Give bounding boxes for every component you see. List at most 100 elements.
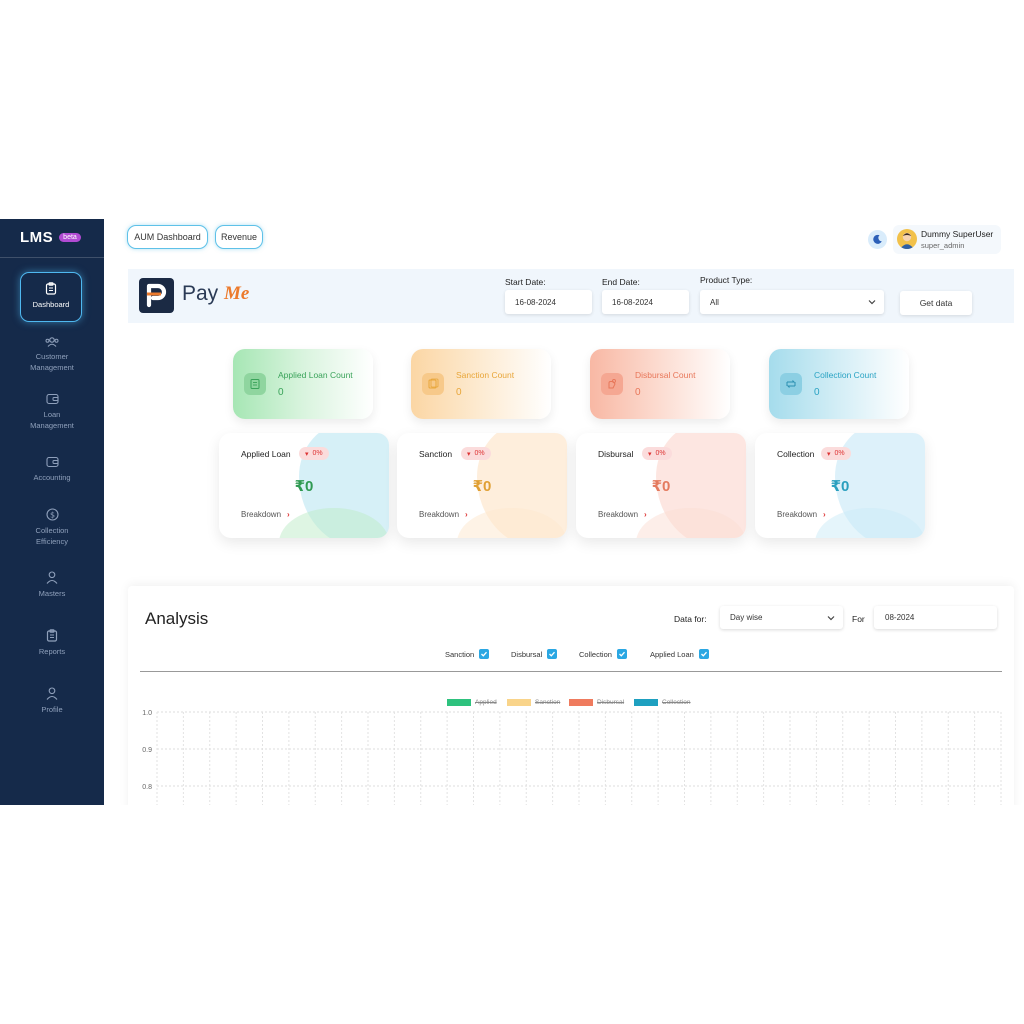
arrow-down-icon: ▾	[467, 450, 471, 458]
legend-swatch	[447, 699, 471, 706]
percent-badge: ▾ 0%	[821, 447, 851, 460]
legend-swatch	[569, 699, 593, 706]
moon-icon	[873, 234, 882, 244]
chevron-down-icon	[827, 615, 835, 620]
data-for-label: Data for:	[674, 614, 707, 624]
sidebar-item-collection-efficiency[interactable]: $ Collection Efficiency	[0, 508, 104, 547]
percent-badge: ▾ 0%	[642, 447, 672, 460]
legend-collection[interactable]: Collection	[634, 699, 691, 706]
app-window: LMS beta Dashboard Customer Management L…	[0, 219, 1024, 805]
checkmark-icon	[698, 649, 709, 659]
applied-loan-count-card[interactable]: Applied Loan Count 0	[233, 349, 373, 419]
user-icon	[46, 687, 58, 700]
chevron-right-icon: ›	[823, 510, 826, 519]
avatar	[897, 229, 917, 249]
data-for-value: Day wise	[730, 613, 763, 622]
sidebar-divider	[0, 257, 104, 258]
analysis-title: Analysis	[145, 609, 209, 628]
legend-sanction[interactable]: Sanction	[507, 699, 560, 706]
end-date-input[interactable]: 16-08-2024	[602, 290, 689, 314]
collection-amount-card[interactable]: Collection ▾ 0% ₹0 Breakdown ›	[755, 433, 925, 538]
amount-label: Sanction	[419, 449, 453, 459]
hand-coin-icon	[601, 373, 623, 395]
month-input[interactable]: 08-2024	[874, 606, 997, 629]
sidebar-item-loan-management[interactable]: Loan Management	[0, 393, 104, 431]
user-role: super_admin	[921, 241, 965, 250]
sidebar-item-customer-management[interactable]: Customer Management	[0, 337, 104, 373]
clipboard-icon	[46, 629, 58, 642]
breakdown-link[interactable]: Breakdown ›	[598, 510, 647, 519]
y-tick-label: 0.9	[142, 747, 152, 754]
disbursal-amount-card[interactable]: Disbursal ▾ 0% ₹0 Breakdown ›	[576, 433, 746, 538]
count-label: Disbursal Count	[635, 370, 696, 380]
svg-text:$: $	[49, 510, 54, 519]
user-menu[interactable]: Dummy SuperUser super_admin	[893, 225, 1001, 254]
count-label: Applied Loan Count	[278, 370, 353, 380]
filter-bar: Pay Me Start Date: 16-08-2024 End Date: …	[128, 269, 1014, 323]
users-icon	[45, 337, 59, 347]
count-label: Sanction Count	[456, 370, 515, 380]
legend-swatch	[507, 699, 531, 706]
collection-count-card[interactable]: Collection Count 0	[769, 349, 909, 419]
count-value: 0	[635, 387, 641, 398]
user-icon	[46, 571, 58, 584]
dollar-icon: $	[45, 508, 59, 521]
logo-text-accent: Me	[224, 283, 250, 304]
checkmark-icon	[479, 649, 490, 659]
breakdown-link[interactable]: Breakdown ›	[241, 510, 290, 519]
percent-badge: ▾ 0%	[461, 447, 491, 460]
sidebar-item-reports[interactable]: Reports	[0, 629, 104, 657]
breakdown-link[interactable]: Breakdown ›	[419, 510, 468, 519]
count-value: 0	[456, 387, 462, 398]
sidebar-item-label: Collection Efficiency	[35, 526, 69, 546]
amount-value: ₹0	[294, 478, 314, 495]
for-label: For	[852, 614, 865, 624]
product-type-select[interactable]: All	[700, 290, 884, 314]
theme-toggle-button[interactable]	[868, 230, 887, 249]
sidebar-item-profile[interactable]: Profile	[0, 687, 104, 715]
count-value: 0	[814, 387, 820, 398]
end-date-label: End Date:	[602, 277, 640, 287]
sidebar-item-dashboard[interactable]: Dashboard	[20, 272, 82, 322]
breakdown-link[interactable]: Breakdown ›	[777, 510, 826, 519]
sidebar-item-label: Accounting	[33, 473, 71, 482]
revenue-button[interactable]: Revenue	[215, 225, 263, 249]
sanction-amount-card[interactable]: Sanction ▾ 0% ₹0 Breakdown ›	[397, 433, 567, 538]
user-name: Dummy SuperUser	[921, 229, 994, 239]
chevron-right-icon: ›	[644, 510, 647, 519]
arrow-down-icon: ▾	[648, 450, 652, 458]
sanction-count-card[interactable]: Sanction Count 0	[411, 349, 551, 419]
sidebar-item-accounting[interactable]: Accounting	[0, 456, 104, 483]
sidebar-item-masters[interactable]: Masters	[0, 571, 104, 599]
legend-disbursal[interactable]: Disbursal	[569, 699, 624, 706]
payme-logo	[139, 278, 174, 313]
data-for-select[interactable]: Day wise	[720, 606, 843, 629]
disbursal-count-card[interactable]: Disbursal Count 0	[590, 349, 730, 419]
applied-loan-amount-card[interactable]: Applied Loan ▾ 0% ₹0 Breakdown ›	[219, 433, 389, 538]
analysis-chart: 1.0 0.9 0.8	[142, 710, 1002, 805]
y-tick-label: 0.8	[142, 784, 152, 791]
document-icon	[244, 373, 266, 395]
amount-label: Applied Loan	[241, 449, 291, 459]
legend-applied[interactable]: Applied	[447, 699, 497, 706]
wallet-icon	[45, 456, 59, 468]
percent-badge: ▾ 0%	[299, 447, 329, 460]
sidebar: LMS beta Dashboard Customer Management L…	[0, 219, 104, 805]
aum-dashboard-button[interactable]: AUM Dashboard	[127, 225, 208, 249]
start-date-input[interactable]: 16-08-2024	[505, 290, 592, 314]
checkmark-icon	[547, 649, 558, 659]
get-data-button[interactable]: Get data	[900, 291, 972, 315]
analysis-panel: Analysis Data for: Day wise For 08-2024 …	[128, 586, 1014, 805]
applied-loan-checkbox[interactable]: Applied Loan	[650, 649, 709, 659]
analysis-divider	[140, 671, 1002, 672]
amount-value: ₹0	[830, 478, 850, 495]
sidebar-item-label: Customer Management	[30, 352, 74, 372]
collection-checkbox[interactable]: Collection	[579, 649, 627, 659]
checkmark-icon	[616, 649, 627, 659]
disbursal-checkbox[interactable]: Disbursal	[511, 649, 558, 659]
amount-label: Collection	[777, 449, 815, 459]
sidebar-item-label: Profile	[41, 705, 63, 714]
count-label: Collection Count	[814, 370, 877, 380]
sanction-checkbox[interactable]: Sanction	[445, 649, 490, 659]
legend-swatch	[634, 699, 658, 706]
